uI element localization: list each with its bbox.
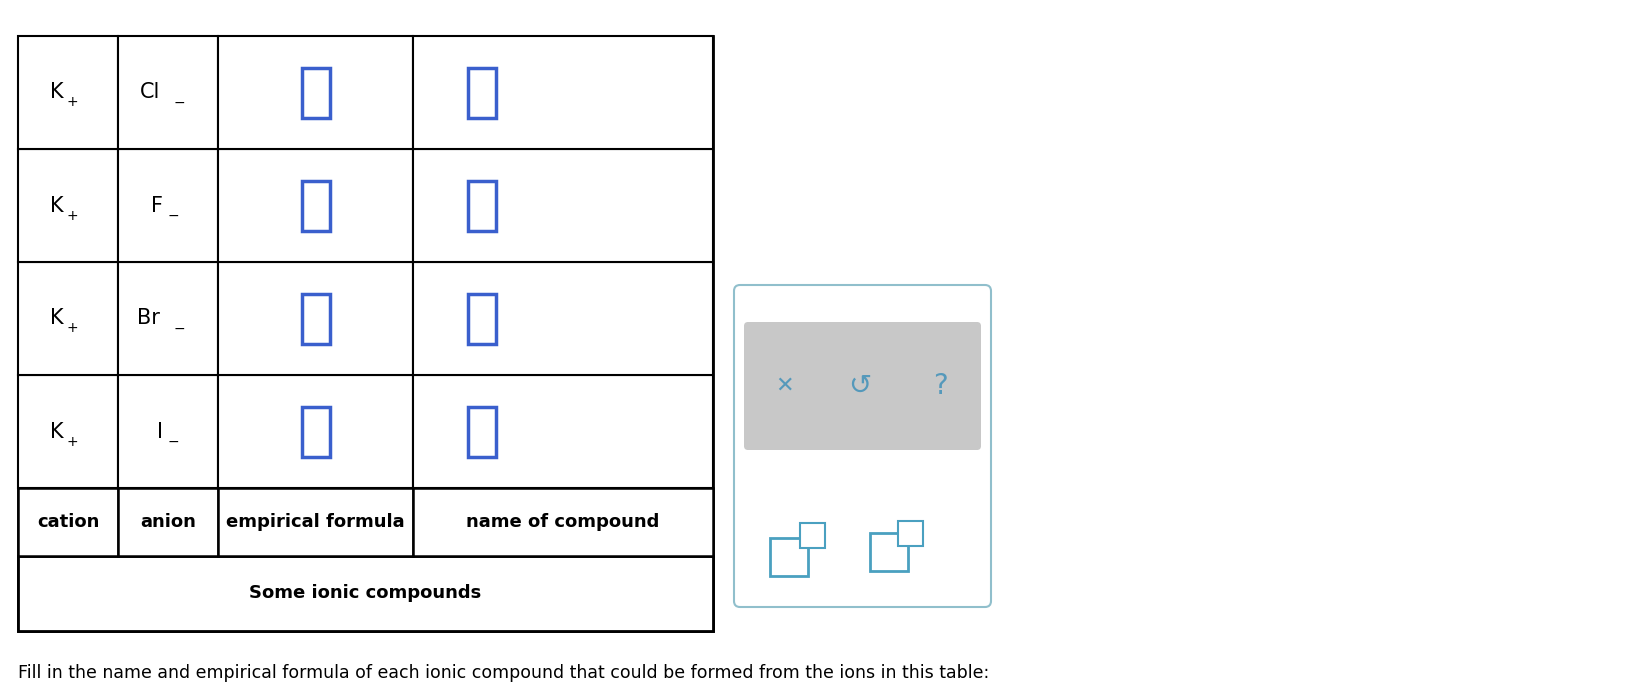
Text: K: K [51, 82, 64, 102]
Text: +: + [67, 322, 78, 335]
Bar [468, 294, 496, 344]
Bar [18, 36, 118, 149]
Bar [302, 67, 330, 117]
Bar [302, 294, 330, 344]
Bar [219, 149, 413, 262]
Bar [219, 36, 413, 149]
Text: Some ionic compounds: Some ionic compounds [250, 584, 481, 602]
Bar [18, 556, 713, 631]
Bar [870, 533, 907, 571]
Bar [468, 407, 496, 456]
Bar [219, 488, 413, 556]
Bar [118, 262, 219, 375]
Text: F: F [152, 196, 163, 215]
Text: cation: cation [38, 513, 100, 531]
Bar [219, 375, 413, 488]
Text: −: − [168, 434, 180, 449]
Bar [413, 375, 713, 488]
Text: −: − [175, 322, 186, 335]
FancyBboxPatch shape [744, 322, 981, 450]
Bar [18, 36, 713, 631]
Bar [302, 180, 330, 230]
Bar [468, 67, 496, 117]
Bar [219, 262, 413, 375]
Bar [18, 262, 118, 375]
Text: name of compound: name of compound [467, 513, 659, 531]
Text: −: − [175, 95, 186, 110]
Text: +: + [67, 434, 78, 449]
Bar [302, 407, 330, 456]
Text: I: I [157, 421, 163, 442]
Bar [18, 488, 118, 556]
Bar [413, 149, 713, 262]
Text: K: K [51, 309, 64, 329]
Text: Br: Br [137, 309, 160, 329]
Bar [118, 149, 219, 262]
Text: anion: anion [140, 513, 196, 531]
Bar [18, 375, 118, 488]
Bar [413, 488, 713, 556]
Bar [770, 538, 808, 576]
Text: +: + [67, 209, 78, 222]
Bar [413, 36, 713, 149]
Text: empirical formula: empirical formula [227, 513, 405, 531]
Bar [468, 180, 496, 230]
Bar [118, 36, 219, 149]
Bar [898, 521, 924, 546]
Bar [800, 523, 826, 548]
Text: −: − [168, 209, 180, 222]
Text: ?: ? [932, 372, 947, 400]
Bar [413, 262, 713, 375]
Bar [118, 488, 219, 556]
Bar [18, 149, 118, 262]
Text: ✕: ✕ [775, 376, 795, 396]
Text: Fill in the name and empirical formula of each ionic compound that could be form: Fill in the name and empirical formula o… [18, 664, 989, 682]
Text: +: + [67, 95, 78, 110]
Text: K: K [51, 196, 64, 215]
Text: ↺: ↺ [849, 372, 871, 400]
Text: K: K [51, 421, 64, 442]
Bar [118, 375, 219, 488]
Text: Cl: Cl [140, 82, 160, 102]
FancyBboxPatch shape [734, 285, 991, 607]
